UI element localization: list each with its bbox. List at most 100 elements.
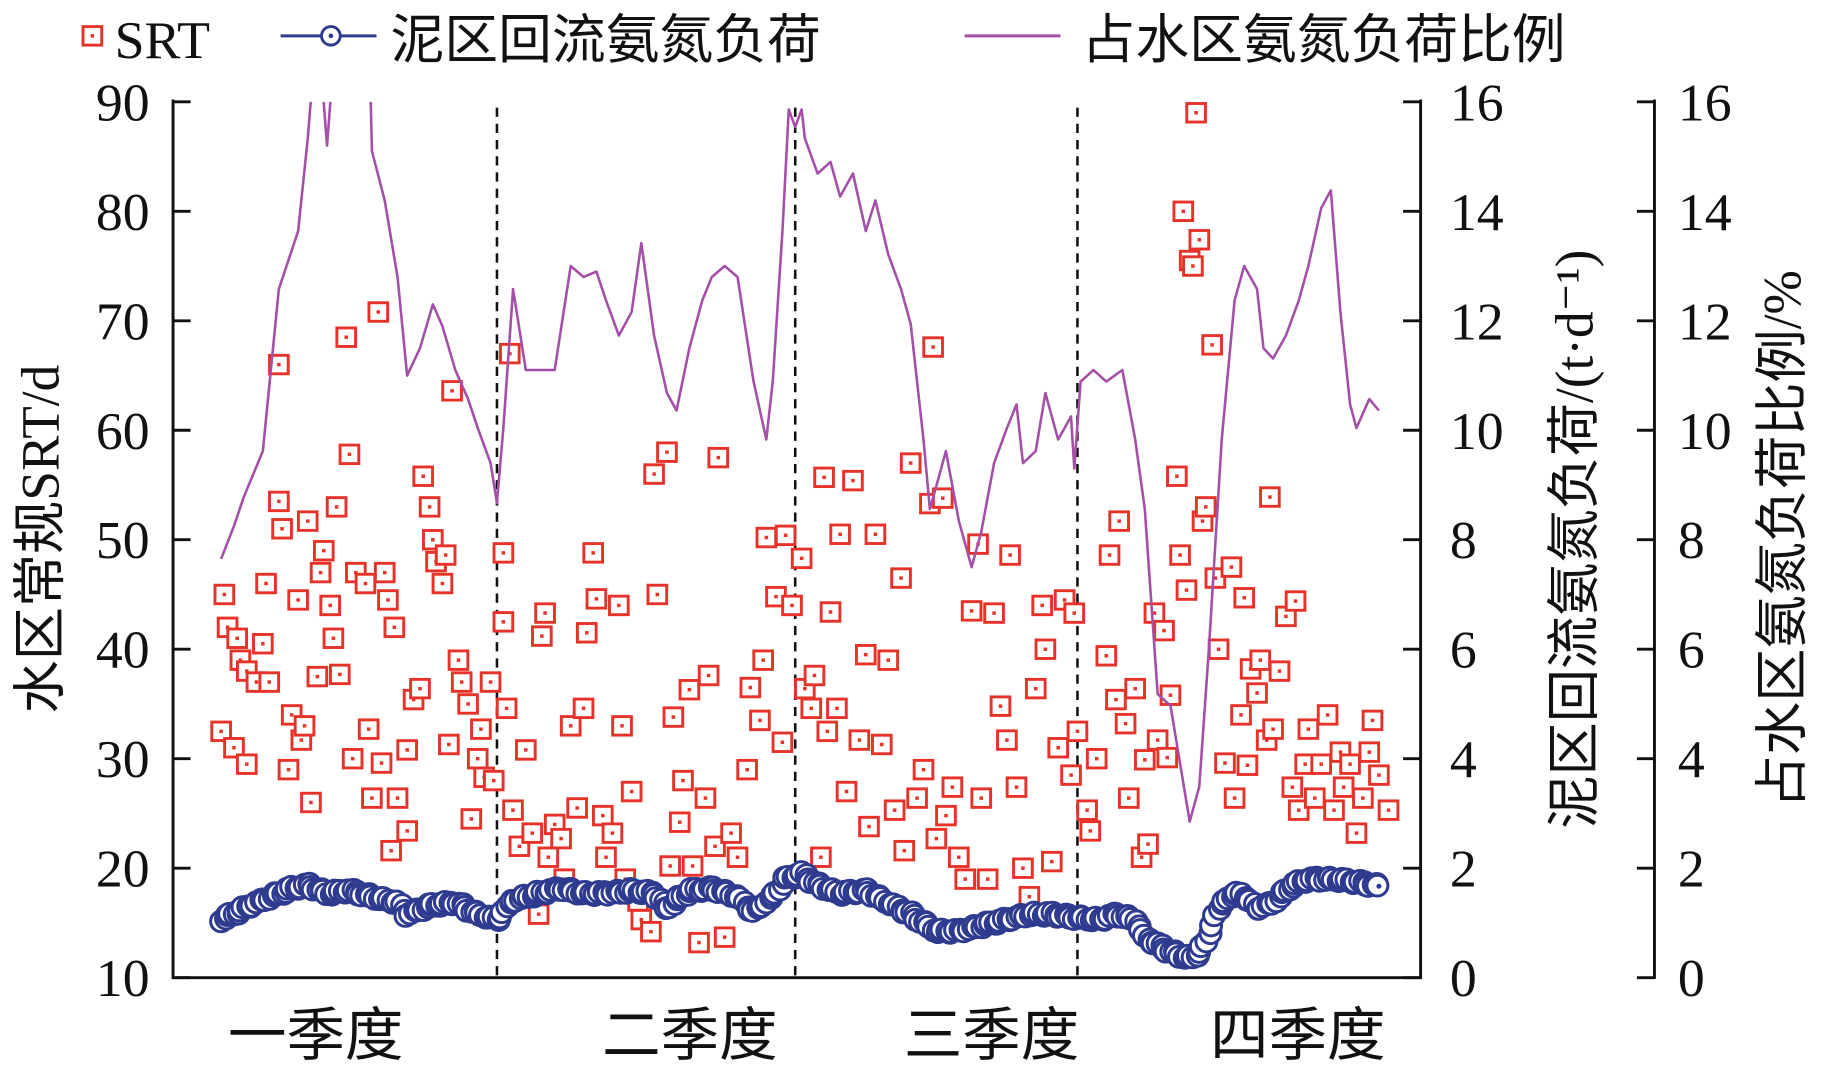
quarter-label: 三季度 [904, 1003, 1079, 1068]
srt-point [1146, 729, 1169, 751]
srt-point [252, 633, 274, 655]
srt-point [1345, 822, 1368, 844]
srt-marker-dot [245, 669, 249, 673]
srt-point [1024, 677, 1047, 700]
srt-point [1105, 688, 1127, 711]
srt-marker-dot [1290, 785, 1295, 789]
srt-point [960, 600, 983, 622]
srt-marker-dot [1306, 727, 1311, 731]
y_right1-tick-label: 0 [1450, 948, 1477, 1008]
srt-point [842, 469, 864, 492]
srt-marker-dot [1264, 738, 1269, 742]
srt-marker-dot [299, 738, 304, 742]
srt-point [322, 627, 345, 649]
srt-marker-dot [315, 674, 320, 679]
srt-point [883, 799, 906, 821]
srt-marker-dot [280, 527, 284, 531]
srt-marker-dot [1284, 614, 1288, 619]
srt-marker-dot [1242, 596, 1246, 600]
srt-marker-dot [809, 706, 814, 711]
srt-marker-dot [517, 844, 522, 849]
srt-point [829, 523, 851, 545]
srt-point [871, 733, 893, 756]
srt-point [935, 804, 957, 827]
srt-marker-dot [639, 917, 644, 922]
srt-point [1098, 544, 1121, 566]
srt-marker-dot [950, 785, 955, 789]
y_right2-tick-label: 4 [1678, 729, 1705, 789]
srt-marker-dot [511, 808, 515, 812]
srt-marker-dot [825, 729, 830, 734]
load-series [209, 860, 1390, 970]
y_right1-tick-label: 16 [1450, 73, 1504, 133]
srt-marker-dot [370, 796, 374, 800]
srt-point [1259, 486, 1281, 508]
srt-marker-dot [456, 658, 461, 662]
srt-marker-dot [530, 831, 534, 835]
srt-marker-dot [1027, 894, 1032, 899]
srt-point [1268, 660, 1291, 682]
srt-point [1352, 787, 1374, 809]
srt-point [668, 811, 691, 833]
srt-marker-dot [867, 824, 871, 829]
y_left-tick-label: 60 [96, 401, 150, 461]
srt-point [1377, 799, 1400, 821]
srt-marker-dot [857, 738, 862, 742]
srt-point [479, 671, 502, 693]
srt-point [1156, 746, 1179, 769]
srt-marker-dot [219, 729, 223, 734]
srt-marker-dot [1056, 746, 1060, 750]
srt-point [585, 588, 608, 610]
srt-marker-dot [844, 789, 849, 794]
srt-marker-dot [764, 535, 769, 540]
srt-marker-dot [350, 756, 355, 761]
srt-point [258, 671, 281, 693]
legend-label-srt: SRT [115, 10, 210, 70]
srt-point [736, 758, 758, 781]
srt-point [534, 602, 556, 624]
srt-point [1188, 229, 1211, 251]
srt-marker-dot [591, 551, 595, 555]
srt-point [941, 776, 964, 798]
srt-point [502, 799, 524, 821]
srt-marker-dot [1069, 773, 1073, 777]
srt-point [1287, 799, 1310, 821]
srt-point [983, 602, 1005, 624]
srt-point [922, 336, 944, 358]
srt-point [306, 665, 329, 688]
srt-marker-dot [681, 778, 685, 783]
srt-point [1137, 833, 1159, 855]
srt-point [749, 709, 771, 732]
srt-point [970, 787, 993, 809]
srt-point [582, 542, 604, 564]
legend-label-load: 泥区回流氨氮负荷 [391, 10, 821, 70]
srt-marker-dot [1277, 669, 1282, 673]
srt-marker-dot [1268, 495, 1272, 499]
srt-marker-dot [540, 634, 544, 638]
srt-marker-dot [1377, 773, 1381, 777]
srt-point [325, 496, 348, 518]
srt-marker-dot [716, 455, 721, 460]
srt-point [1201, 334, 1223, 356]
quarter-label: 一季度 [228, 1003, 403, 1068]
y_right1-tick-label: 4 [1450, 729, 1477, 789]
srt-marker-dot [1114, 697, 1118, 702]
legend-item-ratio: 占水区氨氮负荷比例 [964, 10, 1566, 70]
srt-point [662, 706, 685, 728]
srt-marker-dot [783, 533, 788, 538]
axis-ticks: 10 20 30 40 50 60 70 80 90 0 2 4 6 8 10 12 14 16 0 2 4 6 8 10 12… [96, 73, 1732, 1009]
srt-point [1323, 799, 1345, 821]
srt-point [643, 463, 665, 485]
srt-marker-dot [543, 611, 547, 615]
srt-point [1207, 638, 1230, 660]
srt-point [300, 791, 322, 814]
srt-point [810, 846, 832, 868]
srt-point [1169, 544, 1191, 566]
srt-marker-dot [277, 362, 281, 367]
srt-point [1185, 102, 1207, 124]
srt-point [492, 542, 515, 564]
srt-point [752, 649, 774, 671]
srt-marker-dot [440, 581, 445, 586]
srt-marker-dot [504, 706, 509, 711]
srt-marker-dot [392, 625, 397, 630]
